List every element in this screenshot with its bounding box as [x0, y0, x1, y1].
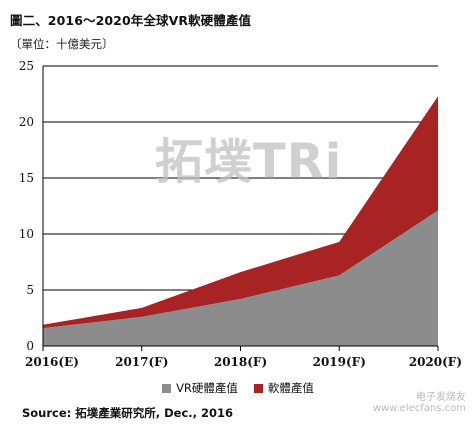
y-tick-label-20: 20: [19, 115, 34, 129]
legend-label-hardware: VR硬體產值: [176, 381, 238, 395]
unit-label: 〔單位：十億美元〕: [10, 37, 114, 51]
site-name: 电子发烧友: [416, 392, 466, 403]
x-tick-label-3: 2019(F): [313, 355, 366, 369]
source-note: Source: 拓墣產業研究所, Dec., 2016: [22, 406, 234, 420]
area-hardware: [43, 210, 438, 346]
x-tick-label-0: 2016(E): [25, 355, 79, 369]
x-tick-label-1: 2017(F): [115, 355, 168, 369]
area-chart: 拓墣TRi 0 5 10 15 20 25 2016(E) 2017(F) 2018(F) 201…: [19, 59, 462, 369]
legend-label-software: 軟體產值: [267, 381, 314, 395]
legend-swatch-hardware: [162, 383, 172, 393]
legend-item-software: 軟體產值: [253, 380, 314, 396]
area-software: [43, 96, 438, 329]
axes: 0 5 10 15 20 25 2016(E) 2017(F) 2018(F) 2019(F) 20…: [19, 59, 462, 369]
y-tick-label-10: 10: [19, 227, 34, 241]
y-tick-label-0: 0: [26, 339, 34, 353]
chart-title: 圖二、2016～2020年全球VR軟硬體產值: [10, 13, 252, 28]
y-tick-label-25: 25: [19, 59, 34, 73]
legend-swatch-software: [253, 383, 263, 393]
logo-watermark: 拓墣TRi: [155, 134, 342, 190]
x-tick-label-2: 2018(F): [214, 355, 267, 369]
y-tick-label-15: 15: [19, 171, 34, 185]
legend-item-hardware: VR硬體產值: [162, 380, 238, 396]
legend: VR硬體產值 軟體產值: [0, 380, 476, 396]
x-tick-label-4: 2020(F): [409, 355, 462, 369]
site-watermark: 电子发烧友 www.elecfans.com: [373, 392, 466, 414]
area-series: [43, 96, 438, 346]
y-tick-label-5: 5: [26, 283, 34, 297]
site-url: www.elecfans.com: [372, 403, 466, 414]
